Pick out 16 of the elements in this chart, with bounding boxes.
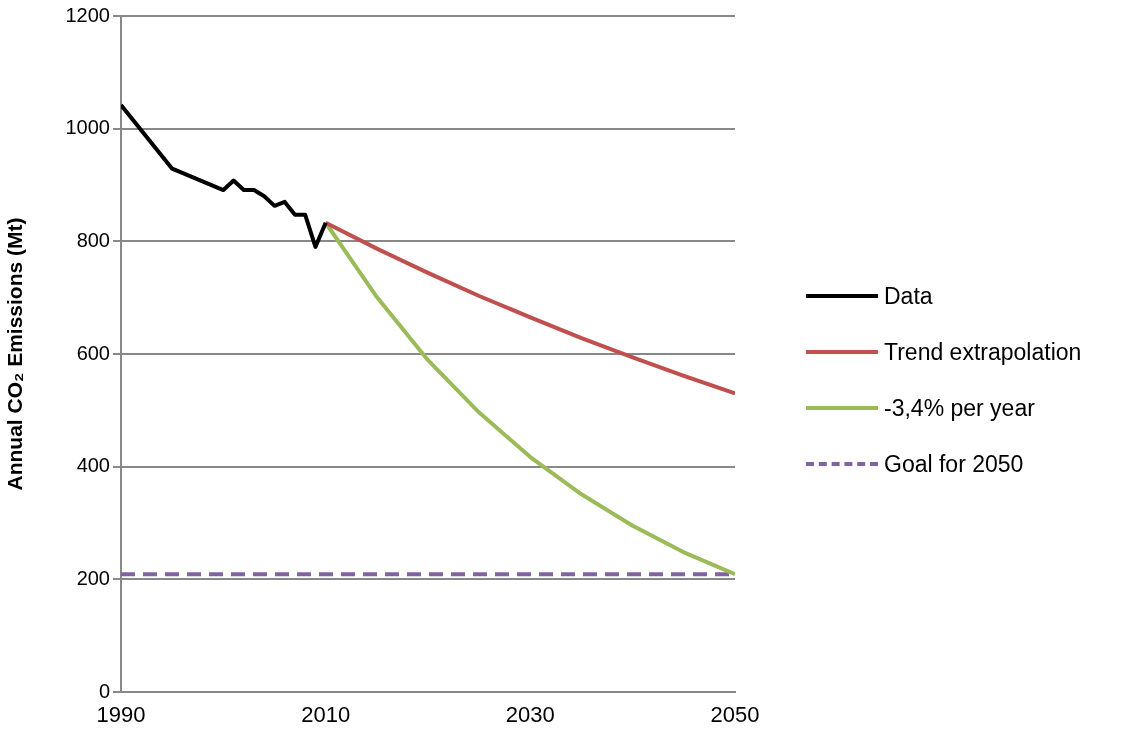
y-tick-label: 800: [76, 228, 110, 251]
y-tick-label: 0: [98, 679, 110, 702]
y-tick-label: 1000: [65, 116, 110, 139]
legend-label: Trend extrapolation: [884, 338, 1082, 366]
legend-label: Goal for 2050: [884, 450, 1024, 478]
x-tick-label: 1990: [96, 702, 146, 728]
legend-label: -3,4% per year: [884, 394, 1035, 422]
y-tick-label: 600: [76, 341, 110, 364]
y-tick-label: 1200: [65, 3, 110, 26]
y-axis-title: Annual CO₂ Emissions (Mt): [3, 217, 27, 491]
y-tick-label: 400: [76, 454, 110, 477]
legend-label: Data: [884, 282, 933, 310]
y-tick-label: 200: [76, 566, 110, 589]
x-tick-label: 2050: [710, 702, 760, 728]
x-tick-label: 2030: [505, 702, 555, 728]
x-tick-label: 2010: [301, 702, 351, 728]
